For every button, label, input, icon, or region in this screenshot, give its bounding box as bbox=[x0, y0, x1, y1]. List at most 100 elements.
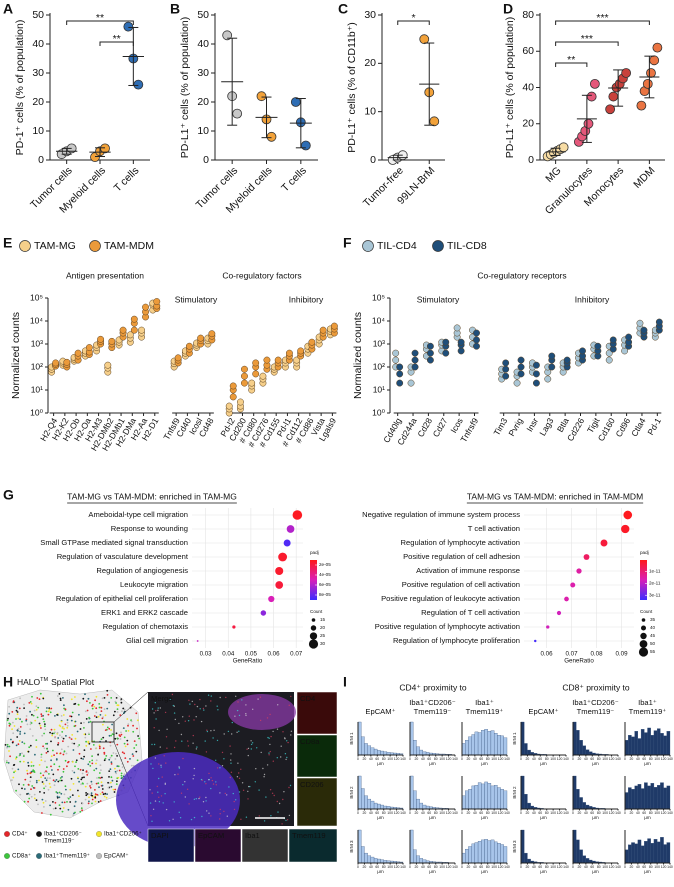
cell-dot bbox=[78, 752, 81, 755]
merge-speck bbox=[223, 758, 225, 760]
histogram-bar bbox=[481, 783, 485, 810]
y-tick-label: 30 bbox=[32, 67, 44, 79]
image-label: Iba1 bbox=[245, 831, 260, 840]
merge-speck bbox=[189, 703, 191, 705]
merge-speck bbox=[180, 792, 183, 794]
x-tick-label: 100 bbox=[439, 811, 445, 815]
legend-marker bbox=[96, 831, 102, 837]
x-tick-label: 120 bbox=[557, 757, 563, 761]
panel-letter: A bbox=[3, 1, 13, 17]
significance-bracket bbox=[555, 62, 588, 67]
x-tick-label: 120 bbox=[498, 757, 504, 761]
color-tick-label: 2e-11 bbox=[649, 581, 661, 586]
cell-dot bbox=[106, 707, 109, 710]
cell-dot bbox=[99, 800, 102, 802]
data-point bbox=[133, 79, 144, 90]
y-tick-label: 40 bbox=[32, 38, 44, 50]
cell-dot bbox=[87, 802, 90, 805]
x-tick-label: 100 bbox=[602, 811, 608, 815]
x-axis-label: μm bbox=[429, 761, 436, 766]
merge-speck bbox=[155, 710, 157, 712]
x-tick-label: 0 bbox=[461, 811, 463, 815]
merge-speck bbox=[151, 708, 154, 710]
legend-marker bbox=[432, 240, 444, 252]
cell-dot bbox=[34, 719, 37, 722]
cell-dot bbox=[42, 774, 45, 777]
size-legend-label: 45 bbox=[650, 633, 656, 638]
data-point bbox=[74, 349, 82, 357]
cell-dot bbox=[137, 735, 140, 737]
cell-dot bbox=[56, 752, 58, 755]
cell-dot bbox=[84, 693, 86, 696]
x-tick-label: 0 bbox=[572, 811, 574, 815]
color-tick-label: 3e-11 bbox=[649, 592, 661, 597]
cell-dot bbox=[59, 699, 62, 701]
merge-speck bbox=[234, 715, 236, 717]
cell-dot bbox=[102, 747, 105, 750]
histogram-bar bbox=[650, 735, 655, 756]
histogram-bar bbox=[631, 789, 635, 810]
x-tick-label: 80 bbox=[486, 865, 490, 869]
color-legend-title: padj bbox=[640, 550, 649, 555]
data-point bbox=[104, 361, 112, 369]
data-point bbox=[278, 552, 288, 562]
data-point bbox=[286, 525, 295, 533]
x-tick-label: 0.07 bbox=[290, 651, 303, 658]
x-tick-label: 100 bbox=[602, 757, 608, 761]
merge-speck bbox=[195, 716, 197, 718]
cell-dot bbox=[12, 721, 14, 724]
cell-dot bbox=[127, 723, 130, 726]
y-tick-label: 20 bbox=[197, 96, 209, 108]
cell-dot bbox=[40, 753, 43, 756]
x-tick-label: 80 bbox=[597, 757, 601, 761]
histogram-bar bbox=[377, 750, 381, 756]
cell-dot bbox=[81, 772, 84, 775]
histogram-bar bbox=[468, 846, 472, 864]
data-point bbox=[123, 21, 134, 32]
data-point bbox=[419, 34, 430, 45]
cell-dot bbox=[58, 765, 61, 768]
y-tick-label: 10² bbox=[373, 361, 385, 371]
cell-dot bbox=[86, 774, 89, 776]
x-tick-label: 100 bbox=[491, 865, 497, 869]
cell-dot bbox=[136, 759, 139, 762]
cell-dot bbox=[23, 703, 25, 706]
merge-speck bbox=[230, 753, 232, 755]
merge-speck bbox=[219, 767, 221, 769]
legend-marker bbox=[4, 831, 10, 837]
histogram-bar bbox=[367, 745, 372, 756]
cell-dot bbox=[97, 801, 100, 803]
merge-speck bbox=[257, 698, 259, 700]
cell-dot bbox=[15, 756, 18, 759]
x-tick-label: 140 bbox=[615, 757, 621, 761]
data-point bbox=[457, 338, 465, 346]
merge-speck bbox=[263, 776, 265, 778]
legend-label: TIL-CD8 bbox=[447, 240, 487, 252]
cell-dot bbox=[88, 716, 90, 719]
data-point bbox=[411, 349, 419, 357]
x-tick-label: 0.04 bbox=[222, 651, 235, 658]
histogram-bar bbox=[373, 802, 378, 810]
legend-marker bbox=[96, 853, 102, 859]
histogram-bar bbox=[490, 785, 495, 810]
x-axis-label: μm bbox=[429, 815, 436, 820]
cell-dot bbox=[95, 759, 98, 762]
cell-dot bbox=[63, 750, 66, 753]
data-point bbox=[517, 370, 525, 378]
cell-dot bbox=[71, 794, 74, 796]
data-point bbox=[283, 539, 291, 547]
merge-speck bbox=[164, 793, 166, 795]
x-tick-label: 40 bbox=[421, 865, 425, 869]
group-title: CD8⁺ proximity to bbox=[562, 682, 630, 692]
significance-label: ** bbox=[113, 33, 121, 45]
merge-speck bbox=[158, 801, 161, 803]
merge-speck bbox=[223, 810, 225, 813]
merge-speck bbox=[182, 716, 184, 718]
histogram-bar bbox=[367, 855, 372, 864]
data-point bbox=[130, 315, 138, 323]
column-header: EpCAM⁺ bbox=[365, 707, 395, 716]
section-label: Co-regulatory receptors bbox=[477, 270, 566, 280]
data-point bbox=[544, 375, 552, 383]
color-tick-label: 8e-05 bbox=[319, 592, 331, 597]
merge-speck bbox=[245, 816, 248, 818]
